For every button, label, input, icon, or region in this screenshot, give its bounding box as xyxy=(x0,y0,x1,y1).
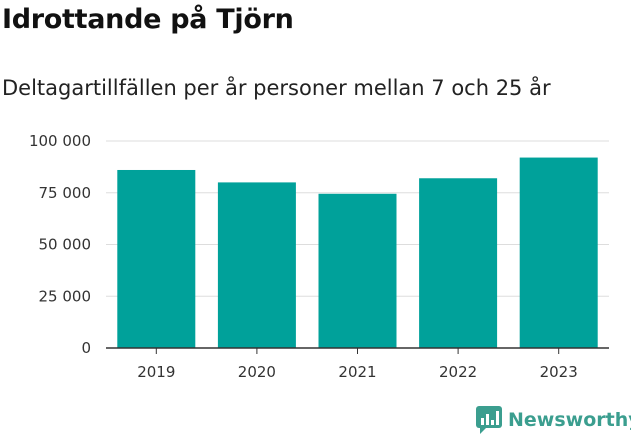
y-tick-label: 25 000 xyxy=(39,287,92,305)
brand-logo[interactable]: Newsworthy xyxy=(476,406,631,434)
x-tick-label: 2023 xyxy=(540,363,578,381)
bar xyxy=(318,193,397,348)
chart-title: Idrottande på Tjörn xyxy=(2,4,294,35)
brand-name: Newsworthy xyxy=(508,409,631,431)
chart-subtitle: Deltagartillfällen per år personer mella… xyxy=(2,76,551,100)
y-tick-label: 0 xyxy=(81,339,91,357)
y-tick-label: 75 000 xyxy=(39,184,92,202)
y-tick-label: 50 000 xyxy=(39,236,92,254)
bar xyxy=(117,169,196,348)
bar xyxy=(217,182,296,348)
x-tick-label: 2020 xyxy=(238,363,276,381)
bar-chart: 0 25 000 50 000 75 000 100 000 2019 2020 2021 20… xyxy=(29,132,609,381)
bar xyxy=(519,157,598,348)
x-tick-label: 2022 xyxy=(439,363,477,381)
x-tick-label: 2019 xyxy=(137,363,175,381)
bar-chart-logo-icon xyxy=(476,406,502,434)
bar xyxy=(419,178,498,348)
x-tick-label: 2021 xyxy=(338,363,376,381)
y-tick-label: 100 000 xyxy=(29,132,91,150)
